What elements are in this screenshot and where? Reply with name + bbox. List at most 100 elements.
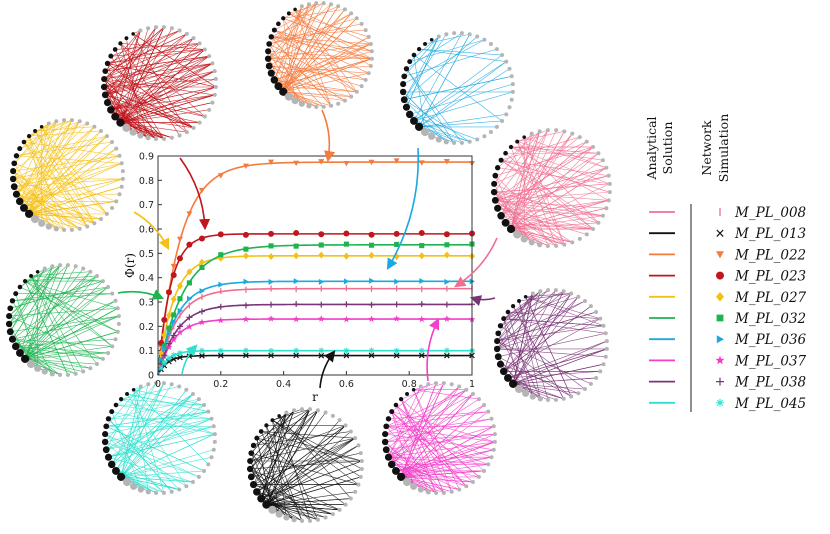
simulation-marker <box>176 323 183 330</box>
network-edge <box>24 280 69 375</box>
network-node <box>191 125 196 130</box>
network-node <box>196 474 201 479</box>
network-node <box>513 230 522 239</box>
network-edges <box>249 408 363 522</box>
network-node <box>603 354 608 359</box>
simulation-marker <box>393 301 400 308</box>
network-edge <box>266 425 346 505</box>
network-node <box>146 26 151 31</box>
network-node <box>546 288 551 293</box>
simulation-marker <box>158 365 165 372</box>
network-node <box>202 403 207 408</box>
network-node <box>494 204 502 212</box>
network-edge <box>121 449 214 478</box>
network-inset-m-pl-023 <box>100 25 218 141</box>
plot-frame <box>157 155 473 376</box>
network-node <box>501 316 507 322</box>
network-node <box>452 31 457 36</box>
simulation-marker <box>217 316 225 324</box>
network-edge <box>419 48 503 56</box>
y-tick-label: 0.6 <box>139 225 154 236</box>
y-tick-label: 0.2 <box>139 322 154 333</box>
network-node <box>117 192 122 197</box>
network-node <box>190 391 195 396</box>
network-edge <box>104 78 215 96</box>
network-edge <box>28 121 80 215</box>
network-node <box>145 135 151 141</box>
network-inset-m-pl-045 <box>101 381 217 495</box>
network-node <box>529 131 534 136</box>
network-edge <box>28 141 113 215</box>
network-edge <box>388 441 495 458</box>
network-node <box>329 103 334 108</box>
network-node <box>24 209 34 219</box>
network-edge <box>267 51 346 101</box>
network-edge <box>120 43 205 50</box>
inset-arrow-m-pl-032 <box>117 289 165 300</box>
network-node <box>570 131 575 136</box>
legend-label: M_PL_023 <box>734 269 806 285</box>
network-edge <box>418 34 470 128</box>
x-tick-label: 0.6 <box>339 379 354 390</box>
network-node <box>213 77 218 82</box>
network-node <box>476 474 481 479</box>
network-node <box>342 7 347 12</box>
network-edge <box>24 308 118 360</box>
network-node <box>494 124 499 129</box>
network-edge <box>401 456 492 478</box>
network-node <box>488 41 493 46</box>
network-node <box>209 455 214 460</box>
network-node <box>594 375 599 380</box>
network-edge <box>120 28 173 123</box>
network-edge <box>120 383 165 478</box>
simulation-marker <box>318 242 324 248</box>
network-node <box>504 112 509 117</box>
network-edge <box>413 389 460 490</box>
simulation-marker <box>242 347 249 354</box>
network-edge <box>260 431 303 521</box>
simulation-marker <box>176 328 184 336</box>
network-node <box>603 331 608 336</box>
network-node <box>54 119 59 124</box>
simulation-marker <box>165 355 172 362</box>
network-edge <box>283 72 369 93</box>
network-node <box>353 436 358 441</box>
network-node <box>529 393 536 400</box>
network-node <box>103 423 110 430</box>
simulation-marker <box>444 352 450 359</box>
network-edge <box>13 135 108 180</box>
network-node <box>124 36 129 41</box>
network-node <box>315 517 320 522</box>
network-edge <box>253 437 356 485</box>
inset-arrow-m-pl-023 <box>179 157 211 231</box>
network-edge <box>16 119 73 195</box>
network-edge <box>261 431 362 462</box>
simulation-marker <box>166 325 172 331</box>
network-edge <box>503 293 572 372</box>
network-edge <box>12 121 80 172</box>
network-node <box>103 98 112 107</box>
network-node <box>582 298 587 303</box>
network-node <box>492 432 497 437</box>
network-node <box>112 467 120 475</box>
network-node <box>53 226 59 232</box>
legend-header-simulation-line1: Network <box>699 120 714 176</box>
network-edge <box>513 377 597 385</box>
network-edge <box>120 86 216 123</box>
network-node <box>153 136 159 141</box>
network-edge <box>110 55 165 140</box>
network-edge <box>498 333 606 357</box>
simulation-marker <box>217 303 224 310</box>
network-insets <box>5 1 612 523</box>
network-edge <box>513 383 579 394</box>
network-node <box>482 37 487 42</box>
network-node <box>293 7 297 12</box>
simulation-marker <box>166 330 172 337</box>
network-edge <box>28 126 95 215</box>
network-node <box>537 129 542 134</box>
network-edge <box>251 412 287 454</box>
network-edge <box>15 346 103 360</box>
simulation-marker <box>318 159 325 165</box>
x-axis-label: r <box>312 390 318 404</box>
network-node <box>112 47 118 52</box>
